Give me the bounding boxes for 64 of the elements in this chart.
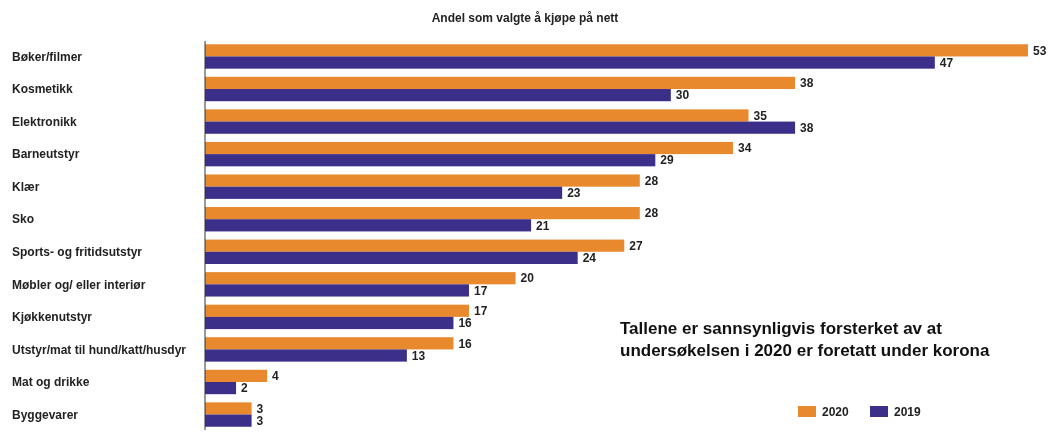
data-label: 13 — [411, 348, 426, 363]
y-tick-label: Utstyr/mat til hund/katt/husdyr — [12, 342, 187, 357]
data-label: 27 — [629, 238, 643, 253]
bar — [205, 44, 1028, 57]
bar — [205, 349, 407, 362]
bar — [205, 304, 469, 317]
data-label: 4 — [272, 369, 280, 384]
data-label: 47 — [939, 55, 954, 70]
y-tick-label: Kjøkkenutstyr — [12, 310, 93, 325]
y-tick-label: Barneutstyr — [12, 147, 80, 162]
data-label: 53 — [1033, 43, 1047, 58]
bar — [205, 76, 796, 90]
data-label: 23 — [567, 185, 581, 200]
data-label: 35 — [753, 108, 768, 123]
y-tick-label: Klær — [12, 179, 40, 194]
bar — [205, 186, 563, 199]
data-label: 21 — [536, 218, 550, 233]
y-tick-label: Sports- og fritidsutstyr — [12, 244, 143, 259]
y-tick-label: Mat og drikke — [12, 375, 90, 390]
bar — [205, 251, 578, 264]
bar — [205, 402, 252, 415]
data-label: 28 — [644, 173, 659, 188]
y-tick-label: Elektronikk — [12, 114, 78, 129]
y-tick-label: Kosmetikk — [12, 82, 74, 97]
data-label: 38 — [800, 76, 814, 91]
bar — [205, 154, 656, 167]
y-tick-label: Sko — [12, 212, 35, 227]
data-label: 16 — [458, 316, 473, 331]
y-tick-label: Møbler og/ eller interiør — [12, 277, 146, 292]
bar — [205, 174, 640, 187]
chart-title: Andel som valgte å kjøpe på nett — [431, 11, 619, 25]
y-tick-label: Byggevarer — [12, 407, 79, 422]
y-tick-label: Bøker/filmer — [12, 49, 83, 64]
bar — [205, 121, 796, 134]
bar — [205, 89, 671, 102]
data-label: 20 — [520, 271, 535, 286]
bar — [205, 337, 454, 350]
bar — [205, 141, 733, 155]
bar — [205, 272, 516, 285]
bar — [205, 207, 640, 220]
bar — [205, 219, 532, 232]
data-label: 3 — [256, 413, 264, 428]
data-label: 17 — [473, 283, 488, 298]
bar — [205, 381, 237, 395]
bar — [205, 316, 454, 330]
bar — [205, 109, 749, 122]
bar — [205, 414, 252, 427]
data-label: 16 — [458, 336, 473, 351]
bar — [205, 56, 935, 69]
data-label: 34 — [737, 141, 752, 156]
data-label: 3 — [256, 401, 264, 416]
data-label: 28 — [644, 206, 659, 221]
bar — [205, 369, 268, 382]
legend-label: 2019 — [894, 405, 922, 420]
bar — [205, 239, 625, 252]
data-label: 17 — [473, 303, 488, 318]
annotation: Tallene er sannsynligvis forsterket av at undersøkelsen i 2020 er foretatt under korona — [620, 318, 991, 362]
data-label: 29 — [660, 153, 674, 168]
bar — [205, 284, 469, 297]
legend-label: 2020 — [822, 405, 850, 420]
data-label: 30 — [675, 88, 690, 103]
data-label: 38 — [800, 120, 814, 135]
data-label: 24 — [582, 251, 597, 266]
data-label: 2 — [241, 381, 249, 396]
